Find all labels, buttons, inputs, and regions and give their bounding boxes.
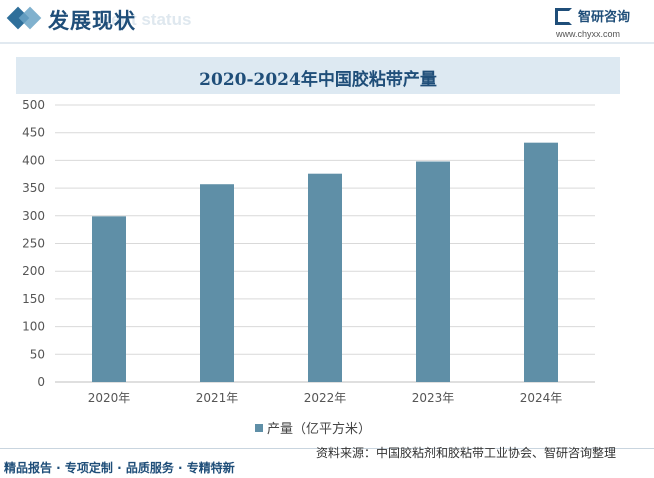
- y-tick-label: 250: [22, 237, 45, 251]
- x-tick-label: 2021年: [196, 391, 239, 405]
- y-tick-label: 350: [22, 181, 45, 195]
- chart-title-bar: 2020-2024年中国胶粘带产量: [16, 57, 620, 94]
- y-tick-label: 150: [22, 292, 45, 306]
- y-tick-label: 100: [22, 320, 45, 334]
- bar: [92, 216, 126, 382]
- chart-legend: 产量（亿平方米）: [255, 418, 372, 437]
- y-tick-label: 300: [22, 209, 45, 223]
- x-tick-label: 2023年: [412, 391, 455, 405]
- x-tick-label: 2020年: [88, 391, 131, 405]
- header-subtitle-watermark: ment status: [96, 10, 192, 29]
- y-tick-label: 450: [22, 126, 45, 140]
- bar: [308, 173, 342, 382]
- bar-chart: 0 50 100 150 200 250 300 350 400 450 500 2020年 2021年…: [22, 98, 595, 405]
- y-tick-label: 500: [22, 98, 45, 112]
- x-tick-label: 2022年: [304, 391, 347, 405]
- footer-divider: [0, 448, 654, 449]
- logo-url: www.chyxx.com: [556, 29, 621, 39]
- y-tick-label: 0: [37, 375, 45, 389]
- legend-label: 产量（亿平方米）: [267, 422, 372, 437]
- legend-swatch: [255, 424, 263, 432]
- header-divider: [0, 42, 654, 44]
- y-tick-label: 50: [30, 347, 45, 361]
- x-tick-label: 2024年: [520, 391, 563, 405]
- logo-icon: [555, 8, 572, 25]
- y-tick-label: 200: [22, 264, 45, 278]
- data-source: 资料来源：中国胶粘剂和胶粘带工业协会、智研咨询整理: [316, 446, 617, 460]
- bar: [416, 161, 450, 382]
- y-tick-label: 400: [22, 153, 45, 167]
- page-header: ment status 发展现状 智研咨询 www.chyxx.com: [0, 0, 654, 44]
- logo-name: 智研咨询: [578, 10, 631, 25]
- bar: [200, 184, 234, 382]
- page-title: 发展现状: [48, 8, 136, 33]
- bar: [524, 142, 558, 382]
- chart-title: 2020-2024年中国胶粘带产量: [199, 70, 437, 90]
- footer-slogan: 精品报告 · 专项定制 · 品质服务 · 专精特新: [4, 461, 235, 475]
